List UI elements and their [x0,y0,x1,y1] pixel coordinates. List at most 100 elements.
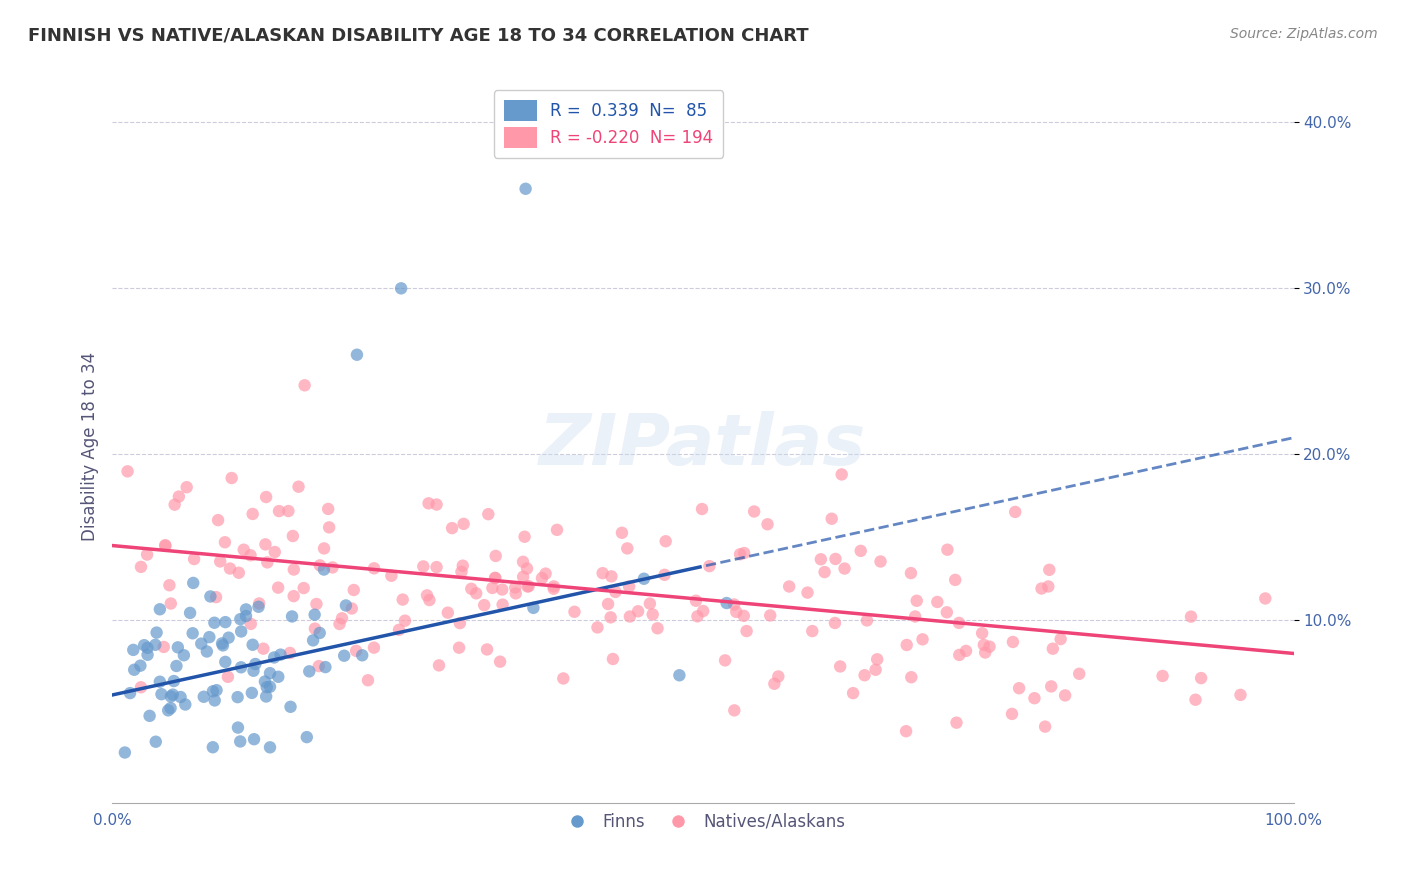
Natives/Alaskans [505,586,527,600]
Natives/Alaskans [1184,692,1206,706]
Natives/Alaskans [686,609,709,624]
Finns [515,182,537,196]
Finns [120,686,142,700]
Natives/Alaskans [283,562,305,576]
Natives/Alaskans [600,569,623,583]
Natives/Alaskans [654,567,676,582]
Natives/Alaskans [207,513,229,527]
Natives/Alaskans [316,502,339,516]
Finns [134,638,156,652]
Finns [169,690,191,704]
Natives/Alaskans [426,560,449,574]
Natives/Alaskans [513,530,536,544]
Natives/Alaskans [1038,563,1060,577]
Natives/Alaskans [152,640,174,654]
Natives/Alaskans [728,547,751,561]
Natives/Alaskans [842,686,865,700]
Natives/Alaskans [1189,671,1212,685]
Finns [211,636,233,650]
Natives/Alaskans [1038,579,1060,593]
Natives/Alaskans [733,608,755,623]
Natives/Alaskans [553,672,575,686]
Natives/Alaskans [391,592,413,607]
Natives/Alaskans [900,566,922,581]
Natives/Alaskans [465,586,488,600]
Natives/Alaskans [308,558,330,573]
Finns [242,664,264,678]
Natives/Alaskans [768,669,790,683]
Natives/Alaskans [491,598,513,612]
Natives/Alaskans [155,539,177,553]
Natives/Alaskans [900,670,922,684]
Finns [202,615,225,630]
Finns [281,609,304,624]
Finns [129,658,152,673]
Natives/Alaskans [1031,582,1053,596]
Natives/Alaskans [824,552,846,566]
Natives/Alaskans [308,659,330,673]
Natives/Alaskans [481,581,503,595]
Natives/Alaskans [363,640,385,655]
Natives/Alaskans [263,545,285,559]
Natives/Alaskans [1254,591,1277,606]
Natives/Alaskans [599,610,621,624]
Finns [136,648,159,662]
Natives/Alaskans [475,642,498,657]
Natives/Alaskans [534,566,557,581]
Natives/Alaskans [654,534,676,549]
Natives/Alaskans [866,652,889,666]
Finns [163,674,186,689]
Natives/Alaskans [516,580,538,594]
Natives/Alaskans [418,593,440,607]
Natives/Alaskans [157,578,180,592]
Natives/Alaskans [543,579,565,593]
Natives/Alaskans [449,616,471,631]
Finns [198,630,221,644]
Natives/Alaskans [699,559,721,574]
Natives/Alaskans [343,582,366,597]
Finns [302,633,325,648]
Finns [633,572,655,586]
Natives/Alaskans [763,677,786,691]
Finns [231,624,253,639]
Natives/Alaskans [380,568,402,582]
Finns [243,732,266,747]
Finns [174,698,197,712]
Natives/Alaskans [619,609,641,624]
Natives/Alaskans [546,523,568,537]
Natives/Alaskans [441,521,464,535]
Natives/Alaskans [849,544,872,558]
Natives/Alaskans [725,605,748,619]
Natives/Alaskans [856,614,879,628]
Finns [346,348,368,362]
Natives/Alaskans [136,548,159,562]
Natives/Alaskans [484,571,506,585]
Natives/Alaskans [723,598,745,612]
Natives/Alaskans [911,632,934,647]
Finns [143,638,166,652]
Natives/Alaskans [1229,688,1251,702]
Finns [245,657,267,671]
Natives/Alaskans [1049,632,1071,646]
Natives/Alaskans [690,502,713,516]
Finns [235,602,257,616]
Finns [263,650,285,665]
Natives/Alaskans [340,601,363,615]
Natives/Alaskans [1001,635,1024,649]
Finns [270,648,292,662]
Natives/Alaskans [1040,679,1063,693]
Finns [173,648,195,663]
Finns [214,615,236,629]
Natives/Alaskans [418,496,440,510]
Finns [159,701,181,715]
Natives/Alaskans [948,615,970,630]
Natives/Alaskans [778,579,800,593]
Natives/Alaskans [416,588,439,602]
Finns [166,640,188,655]
Natives/Alaskans [647,621,669,635]
Natives/Alaskans [796,585,818,599]
Natives/Alaskans [256,555,278,569]
Finns [335,599,357,613]
Finns [333,648,356,663]
Natives/Alaskans [973,638,995,652]
